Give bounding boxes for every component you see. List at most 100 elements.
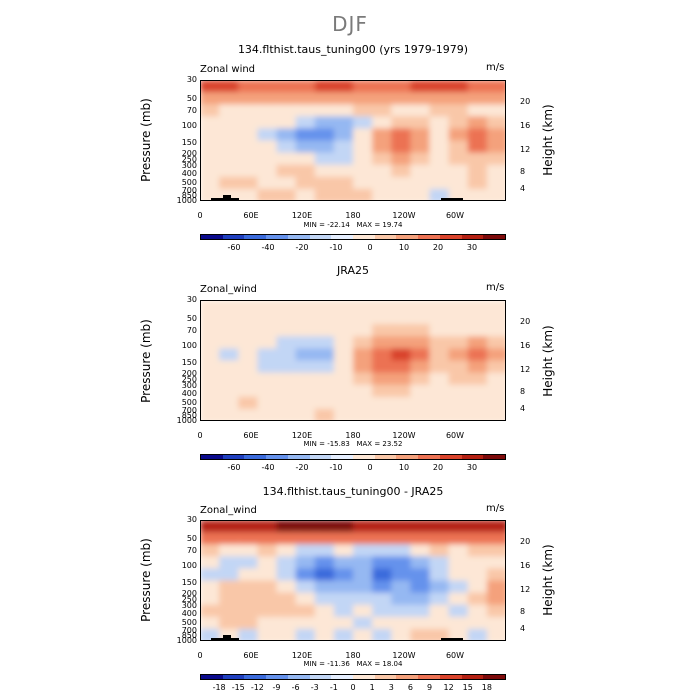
colorbar-swatch [309,235,332,239]
field-cell [410,580,432,595]
field-cell [257,128,279,143]
x-tick-label: 60W [445,431,465,440]
field-cell [238,128,260,143]
field-cell [410,372,432,387]
field-cell [333,544,355,559]
colorbar-swatch [222,235,245,239]
colorbar-label: -20 [295,243,309,252]
y-tick-label: 100 [181,560,197,570]
field-cell [429,568,451,583]
field-cell [353,532,375,547]
field-cell [429,592,451,607]
field-cell [219,81,241,95]
field-cell [429,384,451,399]
panel-2-units: m/s [486,282,505,293]
field-cell [276,188,298,200]
field-cell [429,312,451,327]
field-cell [238,116,260,131]
field-cell [429,336,451,351]
field-cell [238,92,260,107]
field-cell [219,544,241,559]
field-cell [372,188,394,200]
colorbar-swatch [374,455,397,459]
field-cell [314,544,336,559]
field-cell [429,556,451,571]
field-cell [295,176,317,191]
field-cell [486,312,505,327]
field-cell [238,372,260,387]
field-cell [238,532,260,547]
field-cell [353,301,375,315]
field-cell [201,81,222,95]
y-tick-label: 100 [181,120,197,130]
y-tick-label: 850 [181,191,197,201]
field-cell [467,324,489,339]
y2-tick-label: 20 [520,96,531,106]
field-cell [201,336,222,351]
field-cell [372,628,394,640]
colorbar-label: 0 [367,463,373,472]
field-cell [486,152,505,167]
panel-1-ylabel: Pressure (mb) [139,98,153,182]
colorbar-label: -12 [250,683,264,692]
field-cell [295,128,317,143]
field-cell [372,176,394,191]
field-cell [295,116,317,131]
field-cell [201,128,222,143]
panel-1-colorbar [200,234,506,240]
field-cell [486,128,505,143]
field-cell [314,301,336,315]
field-cell [372,116,394,131]
panel-2-ylabel: Pressure (mb) [139,319,153,403]
field-cell [410,384,432,399]
field-cell [238,408,260,420]
field-cell [276,521,298,535]
field-cell [372,301,394,315]
colorbar-swatch [201,235,223,239]
field-cell [410,176,432,191]
field-cell [372,396,394,411]
field-cell [486,324,505,339]
colorbar-swatch [244,455,267,459]
field-cell [391,312,413,327]
colorbar-label: 6 [407,683,413,692]
colorbar-swatch [266,235,288,239]
panel-1-units: m/s [486,62,505,73]
field-cell [276,372,298,387]
y2-tick-label: 4 [520,183,526,193]
y-tick-label: 850 [181,631,197,641]
field-cell [391,176,413,191]
field-cell [410,324,432,339]
colorbar-swatch [439,455,462,459]
field-cell [353,140,375,155]
field-cell [372,556,394,571]
field-cell [238,324,260,339]
field-cell [333,164,355,179]
field-cell [314,628,336,640]
field-cell [314,580,336,595]
field-cell [448,604,470,619]
field-cell [333,116,355,131]
y-tick-label: 500 [181,617,197,627]
field-cell [372,152,394,167]
topography-bar [221,198,239,200]
field-cell [448,116,470,131]
field-cell [486,521,505,535]
field-cell [201,396,222,411]
field-cell [219,628,241,640]
field-cell [391,396,413,411]
field-cell [314,176,336,191]
field-cell [219,532,241,547]
field-cell [295,140,317,155]
field-cell [467,188,489,200]
field-cell [391,188,413,200]
y-tick-label: 1000 [176,196,197,205]
field-cell [295,164,317,179]
x-tick-label: 60E [243,431,259,440]
colorbar-swatch [222,675,245,679]
field-cell [429,176,451,191]
field-cell [276,176,298,191]
field-cell [486,532,505,547]
field-cell [391,324,413,339]
field-cell [372,128,394,143]
